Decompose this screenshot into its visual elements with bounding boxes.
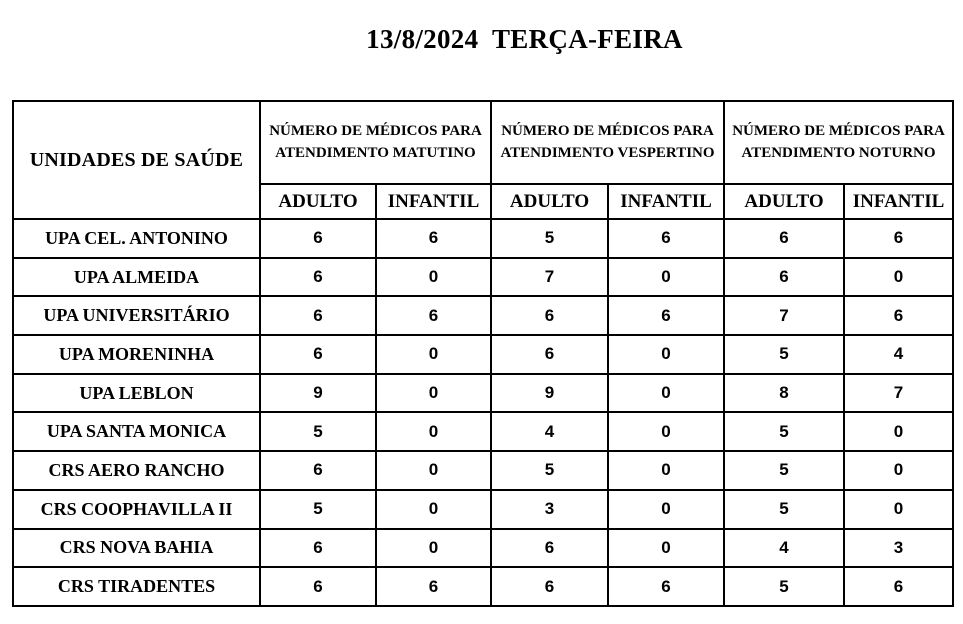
- sub-header-row: ADULTO INFANTIL ADULTO INFANTIL ADULTO I…: [13, 183, 955, 220]
- value-cell: 6: [490, 527, 610, 569]
- unit-name-cell: CRS COOPHAVILLA II: [12, 488, 261, 530]
- value-cell: 0: [843, 450, 955, 491]
- period-group-header-matutino: NÚMERO DE MÉDICOS PARA ATENDIMENTO MATUT…: [258, 100, 493, 185]
- sub-header-matutino-adulto: ADULTO: [259, 183, 377, 220]
- value-cell: 4: [723, 527, 846, 569]
- value-cell: 9: [259, 372, 377, 414]
- value-cell: 6: [607, 295, 726, 337]
- unit-name-cell: UPA UNIVERSITÁRIO: [12, 295, 261, 337]
- table-row: CRS COOPHAVILLA II 5 0 3 0 5 0: [12, 488, 955, 530]
- value-cell: 6: [259, 295, 377, 337]
- units-column-header: UNIDADES DE SAÚDE: [12, 100, 261, 220]
- value-cell: 5: [490, 450, 610, 491]
- value-cell: 6: [723, 218, 846, 259]
- value-cell: 6: [843, 566, 955, 607]
- unit-name-cell: CRS AERO RANCHO: [12, 450, 261, 491]
- value-cell: 0: [843, 488, 955, 530]
- value-cell: 6: [374, 566, 493, 607]
- value-cell: 6: [607, 566, 726, 607]
- doctors-schedule-table: UNIDADES DE SAÚDE NÚMERO DE MÉDICOS PARA…: [12, 100, 955, 607]
- value-cell: 6: [259, 450, 377, 491]
- value-cell: 7: [490, 256, 610, 298]
- value-cell: 0: [607, 411, 726, 453]
- value-cell: 0: [374, 527, 493, 569]
- value-cell: 5: [723, 334, 846, 375]
- value-cell: 5: [490, 218, 610, 259]
- value-cell: 0: [607, 450, 726, 491]
- value-cell: 6: [259, 334, 377, 375]
- value-cell: 7: [723, 295, 846, 337]
- unit-name-cell: CRS TIRADENTES: [12, 566, 261, 607]
- value-cell: 9: [490, 372, 610, 414]
- value-cell: 6: [259, 566, 377, 607]
- period-group-header-noturno: NÚMERO DE MÉDICOS PARA ATENDIMENTO NOTUR…: [723, 100, 955, 185]
- unit-name-cell: UPA CEL. ANTONINO: [12, 218, 261, 259]
- value-cell: 0: [843, 256, 955, 298]
- value-cell: 5: [723, 411, 846, 453]
- table-body: UPA CEL. ANTONINO 6 6 5 6 6 6 UPA ALMEID…: [12, 218, 955, 607]
- unit-name-cell: CRS NOVA BAHIA: [12, 527, 261, 569]
- value-cell: 0: [843, 411, 955, 453]
- unit-name-cell: UPA SANTA MONICA: [12, 411, 261, 453]
- sub-header-noturno-adulto: ADULTO: [723, 183, 846, 220]
- value-cell: 0: [374, 488, 493, 530]
- value-cell: 5: [259, 488, 377, 530]
- value-cell: 6: [607, 218, 726, 259]
- unit-name-cell: UPA MORENINHA: [12, 334, 261, 375]
- value-cell: 6: [843, 218, 955, 259]
- value-cell: 5: [723, 488, 846, 530]
- value-cell: 5: [723, 450, 846, 491]
- value-cell: 6: [490, 566, 610, 607]
- value-cell: 6: [259, 527, 377, 569]
- unit-name-cell: UPA LEBLON: [12, 372, 261, 414]
- value-cell: 6: [843, 295, 955, 337]
- unit-name-cell: UPA ALMEIDA: [12, 256, 261, 298]
- value-cell: 6: [490, 334, 610, 375]
- table-row: UPA LEBLON 9 0 9 0 8 7: [12, 372, 955, 414]
- value-cell: 7: [843, 372, 955, 414]
- period-group-header-vespertino: NÚMERO DE MÉDICOS PARA ATENDIMENTO VESPE…: [490, 100, 726, 185]
- sub-header-noturno-infantil: INFANTIL: [843, 183, 955, 220]
- value-cell: 6: [374, 218, 493, 259]
- title-bar: 13/8/2024 TERÇA-FEIRA: [0, 24, 963, 55]
- value-cell: 0: [374, 411, 493, 453]
- value-cell: 6: [490, 295, 610, 337]
- value-cell: 0: [607, 527, 726, 569]
- table-row: CRS NOVA BAHIA 6 0 6 0 4 3: [12, 527, 955, 569]
- value-cell: 0: [374, 256, 493, 298]
- value-cell: 6: [723, 256, 846, 298]
- value-cell: 0: [607, 334, 726, 375]
- value-cell: 8: [723, 372, 846, 414]
- group-header-row: UNIDADES DE SAÚDE NÚMERO DE MÉDICOS PARA…: [12, 100, 955, 220]
- value-cell: 5: [723, 566, 846, 607]
- table-row: UPA UNIVERSITÁRIO 6 6 6 6 7 6: [12, 295, 955, 337]
- table-row: CRS TIRADENTES 6 6 6 6 5 6: [12, 566, 955, 607]
- table-row: UPA CEL. ANTONINO 6 6 5 6 6 6: [12, 218, 955, 259]
- value-cell: 6: [374, 295, 493, 337]
- table-header: UNIDADES DE SAÚDE NÚMERO DE MÉDICOS PARA…: [12, 100, 955, 220]
- value-cell: 0: [607, 256, 726, 298]
- value-cell: 6: [259, 218, 377, 259]
- value-cell: 4: [490, 411, 610, 453]
- page-title: 13/8/2024 TERÇA-FEIRA: [366, 24, 683, 54]
- sub-header-matutino-infantil: INFANTIL: [374, 183, 493, 220]
- table-row: UPA ALMEIDA 6 0 7 0 6 0: [12, 256, 955, 298]
- value-cell: 3: [490, 488, 610, 530]
- value-cell: 6: [259, 256, 377, 298]
- value-cell: 0: [607, 372, 726, 414]
- table-row: CRS AERO RANCHO 6 0 5 0 5 0: [12, 450, 955, 491]
- sub-header-vespertino-infantil: INFANTIL: [607, 183, 726, 220]
- value-cell: 0: [374, 334, 493, 375]
- table-row: UPA SANTA MONICA 5 0 4 0 5 0: [12, 411, 955, 453]
- value-cell: 4: [843, 334, 955, 375]
- value-cell: 3: [843, 527, 955, 569]
- value-cell: 0: [374, 450, 493, 491]
- sub-header-vespertino-adulto: ADULTO: [490, 183, 610, 220]
- value-cell: 5: [259, 411, 377, 453]
- value-cell: 0: [607, 488, 726, 530]
- value-cell: 0: [374, 372, 493, 414]
- table-row: UPA MORENINHA 6 0 6 0 5 4: [12, 334, 955, 375]
